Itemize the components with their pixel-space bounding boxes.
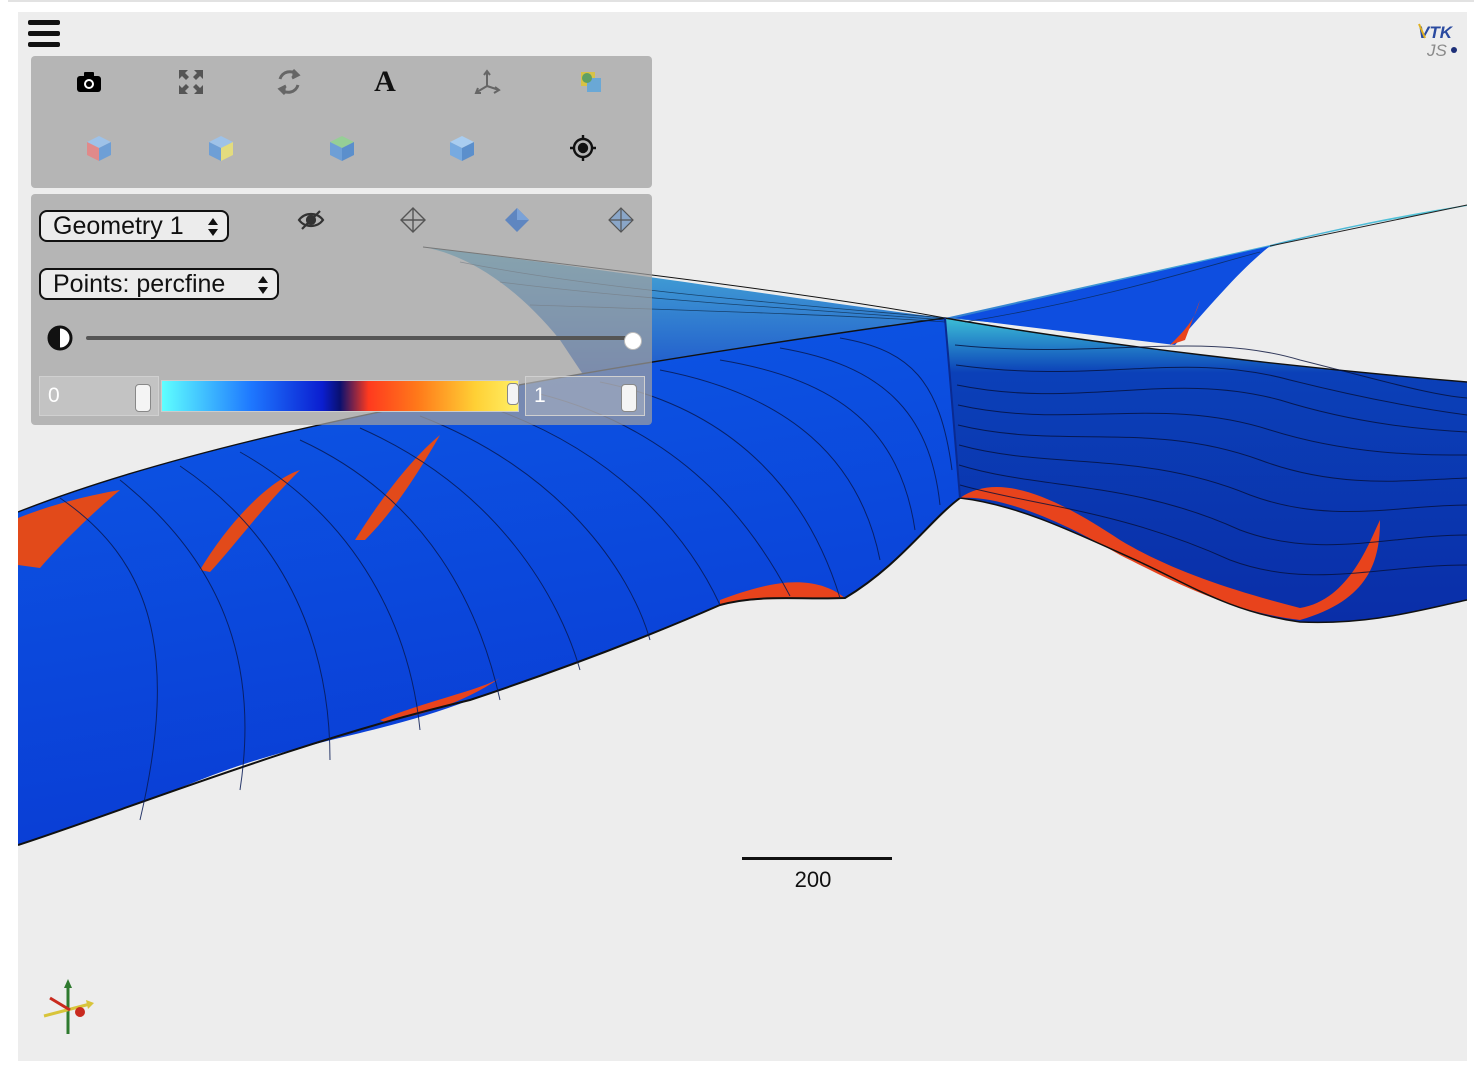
hidden-eye-icon[interactable] [291,200,331,240]
color-by-select-value: Points: percfine [53,269,226,298]
menu-button[interactable] [28,20,60,50]
colormap-preset[interactable] [161,380,519,412]
select-arrows-icon [208,218,218,236]
surface-edges-repr-icon[interactable] [601,200,641,240]
scale-bar-label: 200 [794,867,832,892]
axes-icon[interactable] [467,62,507,102]
geometry-select-value: Geometry 1 [53,211,184,240]
svg-text:VTK: VTK [1418,23,1454,42]
orientation-axes-widget[interactable] [40,976,100,1040]
fullscreen-icon[interactable] [171,62,211,102]
view-iso-icon[interactable] [442,128,482,168]
view-y-icon[interactable] [201,128,241,168]
scale-bar [742,857,892,860]
color-by-select[interactable]: Points: percfine [39,268,279,300]
vtk-js-logo: VTK JS [1418,23,1457,60]
view-z-icon[interactable] [322,128,362,168]
surface-repr-icon[interactable] [497,200,537,240]
opacity-icon [47,325,73,351]
view-x-icon[interactable] [79,128,119,168]
geometry-select[interactable]: Geometry 1 [39,210,229,242]
text-icon[interactable]: A [374,65,396,98]
render-viewport[interactable]: 200 [18,12,1467,1061]
svg-text:JS: JS [1426,41,1448,60]
target-icon[interactable] [563,128,603,168]
background-icon[interactable] [571,62,611,102]
select-arrows-icon [258,276,268,294]
min-spinner[interactable] [135,384,151,412]
rotate-icon[interactable] [269,62,309,102]
opacity-slider-thumb[interactable] [624,332,642,350]
max-spinner[interactable] [621,384,637,412]
top-border [8,0,1474,2]
toolbar-panel: A [31,56,652,188]
surface-render[interactable] [18,12,1467,1061]
pipeline-panel: Geometry 1 Points: percfine 0 1 [31,194,652,425]
colormap-spinner[interactable] [507,383,519,405]
camera-icon[interactable] [69,62,109,102]
opacity-slider[interactable] [86,336,634,340]
points-repr-icon[interactable] [393,200,433,240]
